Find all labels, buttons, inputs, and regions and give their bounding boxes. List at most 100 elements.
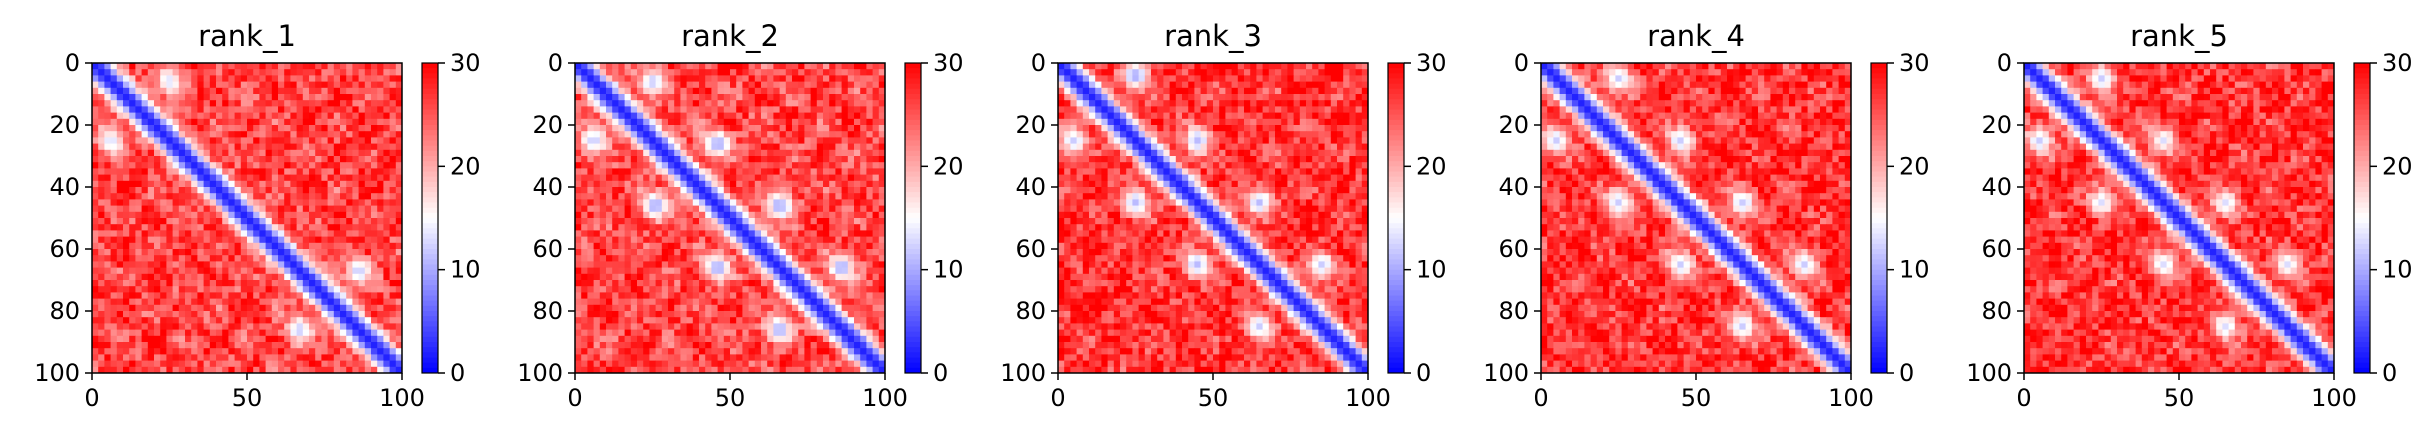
heatmap-cell bbox=[166, 63, 173, 70]
heatmap-cell bbox=[284, 211, 291, 219]
heatmap-cell bbox=[321, 366, 328, 374]
heatmap-cell bbox=[593, 69, 601, 76]
heatmap-cell bbox=[649, 87, 656, 95]
heatmap-cell bbox=[395, 112, 403, 120]
heatmap-cell bbox=[618, 81, 625, 89]
heatmap-cell bbox=[228, 162, 235, 169]
heatmap-cell bbox=[860, 218, 867, 225]
heatmap-cell bbox=[866, 143, 873, 151]
heatmap-cell bbox=[612, 311, 619, 318]
heatmap-cell bbox=[587, 230, 594, 237]
heatmap-cell bbox=[395, 224, 403, 231]
heatmap-cell bbox=[364, 199, 372, 206]
heatmap-cell bbox=[178, 261, 186, 268]
heatmap-cell bbox=[278, 118, 285, 126]
heatmap-cell bbox=[340, 236, 347, 244]
heatmap-cell bbox=[135, 149, 142, 157]
heatmap-cell bbox=[866, 304, 873, 312]
heatmap-cell bbox=[785, 286, 793, 293]
colorbar-frame bbox=[421, 62, 439, 374]
heatmap-cell bbox=[785, 230, 793, 237]
heatmap-cell bbox=[655, 87, 663, 95]
heatmap-cell bbox=[767, 348, 774, 355]
heatmap-cell bbox=[278, 156, 285, 163]
heatmap-cell bbox=[333, 366, 341, 374]
heatmap-cell bbox=[247, 218, 254, 225]
heatmap-cell bbox=[364, 187, 372, 194]
heatmap-cell bbox=[810, 329, 818, 337]
heatmap-cell bbox=[216, 106, 223, 113]
heatmap-cell bbox=[203, 230, 211, 237]
heatmap-cell bbox=[866, 255, 873, 262]
heatmap-cell bbox=[321, 354, 328, 361]
heatmap-cell bbox=[178, 106, 186, 113]
heatmap-cell bbox=[761, 131, 768, 138]
heatmap-cell bbox=[116, 81, 124, 89]
heatmap-cell bbox=[630, 298, 638, 306]
heatmap-cell bbox=[247, 69, 254, 76]
heatmap-cell bbox=[209, 249, 217, 256]
colorbar-segment bbox=[422, 73, 438, 79]
heatmap-cell bbox=[315, 280, 322, 287]
heatmap-cell bbox=[247, 354, 254, 361]
heatmap-cell bbox=[290, 63, 297, 70]
heatmap-cell bbox=[302, 180, 310, 188]
heatmap-cell bbox=[296, 292, 304, 299]
heatmap-cell bbox=[661, 329, 669, 337]
heatmap-cell bbox=[674, 273, 681, 281]
heatmap-cell bbox=[643, 255, 650, 262]
heatmap-cell bbox=[823, 131, 830, 138]
heatmap-cell bbox=[730, 354, 737, 361]
heatmap-cell bbox=[705, 230, 712, 237]
heatmap-cell bbox=[668, 242, 675, 250]
heatmap-cell bbox=[637, 174, 644, 182]
heatmap-cell bbox=[234, 118, 242, 126]
heatmap-cell bbox=[216, 149, 223, 157]
heatmap-cell bbox=[191, 236, 198, 244]
heatmap-cell bbox=[742, 168, 749, 175]
heatmap-cell bbox=[147, 168, 155, 175]
heatmap-cell bbox=[655, 205, 663, 213]
heatmap-cell bbox=[754, 267, 762, 275]
heatmap-cell bbox=[847, 143, 855, 151]
heatmap-cell bbox=[699, 218, 706, 225]
heatmap-cell bbox=[315, 81, 322, 89]
heatmap-cell bbox=[203, 218, 211, 225]
heatmap-cell bbox=[92, 131, 99, 138]
heatmap-cell bbox=[290, 143, 297, 151]
heatmap-cell bbox=[327, 149, 335, 157]
heatmap-cell bbox=[661, 94, 669, 101]
heatmap-cell bbox=[829, 162, 836, 169]
heatmap-cell bbox=[98, 187, 105, 194]
heatmap-cell bbox=[98, 261, 105, 268]
heatmap-cell bbox=[674, 354, 681, 361]
heatmap-cell bbox=[723, 187, 731, 194]
heatmap-cell bbox=[302, 354, 310, 361]
heatmap-cell bbox=[804, 149, 811, 157]
heatmap-cell bbox=[767, 162, 774, 169]
heatmap-cell bbox=[748, 205, 756, 213]
heatmap-cell bbox=[692, 242, 700, 250]
heatmap-cell bbox=[717, 87, 725, 95]
heatmap-cell bbox=[98, 63, 105, 70]
heatmap-cell bbox=[160, 242, 167, 250]
heatmap-cell bbox=[878, 292, 886, 299]
heatmap-cell bbox=[816, 180, 824, 188]
heatmap-cell bbox=[686, 118, 694, 126]
heatmap-cell bbox=[178, 63, 186, 70]
heatmap-cell bbox=[860, 348, 867, 355]
heatmap-cell bbox=[854, 218, 861, 225]
heatmap-cell bbox=[191, 261, 198, 268]
heatmap-cell bbox=[680, 304, 687, 312]
heatmap-cell bbox=[383, 249, 390, 256]
heatmap-cell bbox=[575, 149, 582, 157]
heatmap-cell bbox=[346, 366, 353, 374]
heatmap-cell bbox=[259, 273, 266, 281]
heatmap-cell bbox=[798, 205, 805, 213]
heatmap-cell bbox=[736, 118, 743, 126]
heatmap-cell bbox=[278, 329, 285, 337]
heatmap-cell bbox=[581, 261, 588, 268]
heatmap-cell bbox=[377, 366, 384, 374]
heatmap-cell bbox=[364, 249, 372, 256]
heatmap-cell bbox=[160, 187, 167, 194]
